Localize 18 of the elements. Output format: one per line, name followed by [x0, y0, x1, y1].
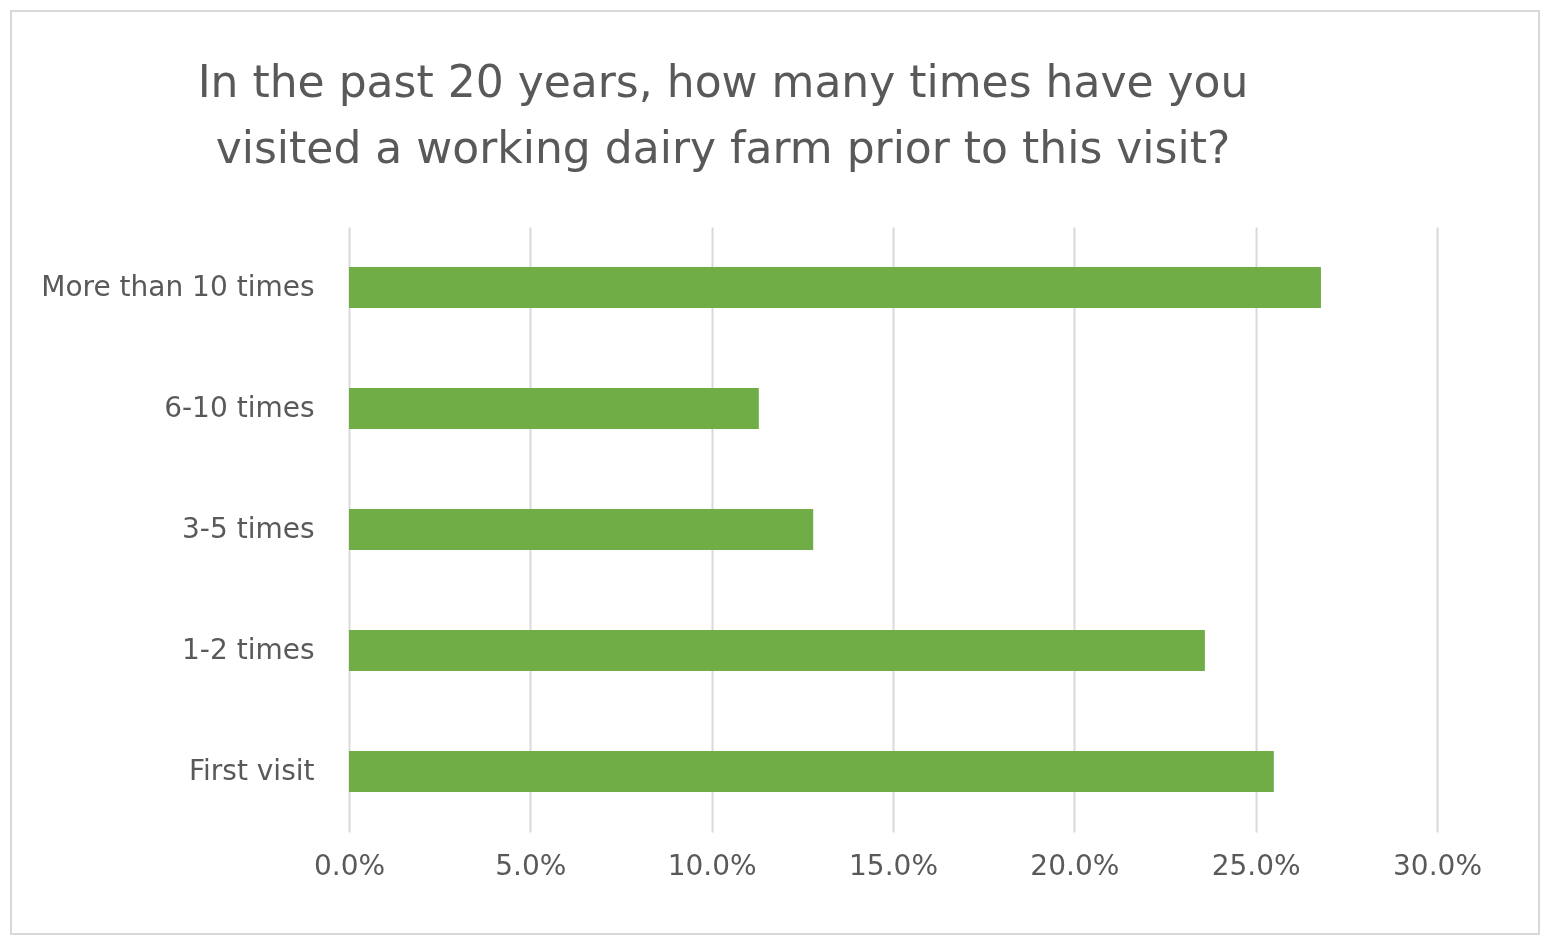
y-tick-label: First visit [188, 753, 315, 787]
x-tick-label: 15.0% [849, 848, 938, 882]
x-tick-label: 20.0% [1030, 848, 1120, 882]
bar [349, 750, 1274, 793]
chart-title: In the past 20 years, how many times have you visited a working dairy farm prior to this visit? [197, 56, 1249, 173]
bar [349, 508, 814, 551]
y-tick-label: 3-5 times [182, 511, 315, 545]
bar [349, 387, 759, 430]
y-tick-label: 6-10 times [164, 390, 315, 424]
bar [349, 629, 1205, 672]
x-tick-label: 10.0% [667, 848, 757, 882]
x-tick-label: 30.0% [1393, 848, 1482, 882]
y-tick-label: 1-2 times [182, 632, 315, 666]
bar [349, 266, 1321, 309]
x-tick-label: 5.0% [495, 848, 567, 882]
y-tick-label: More than 10 times [41, 269, 315, 303]
x-tick-label: 25.0% [1211, 848, 1301, 882]
x-tick-label: 0.0% [313, 848, 386, 882]
